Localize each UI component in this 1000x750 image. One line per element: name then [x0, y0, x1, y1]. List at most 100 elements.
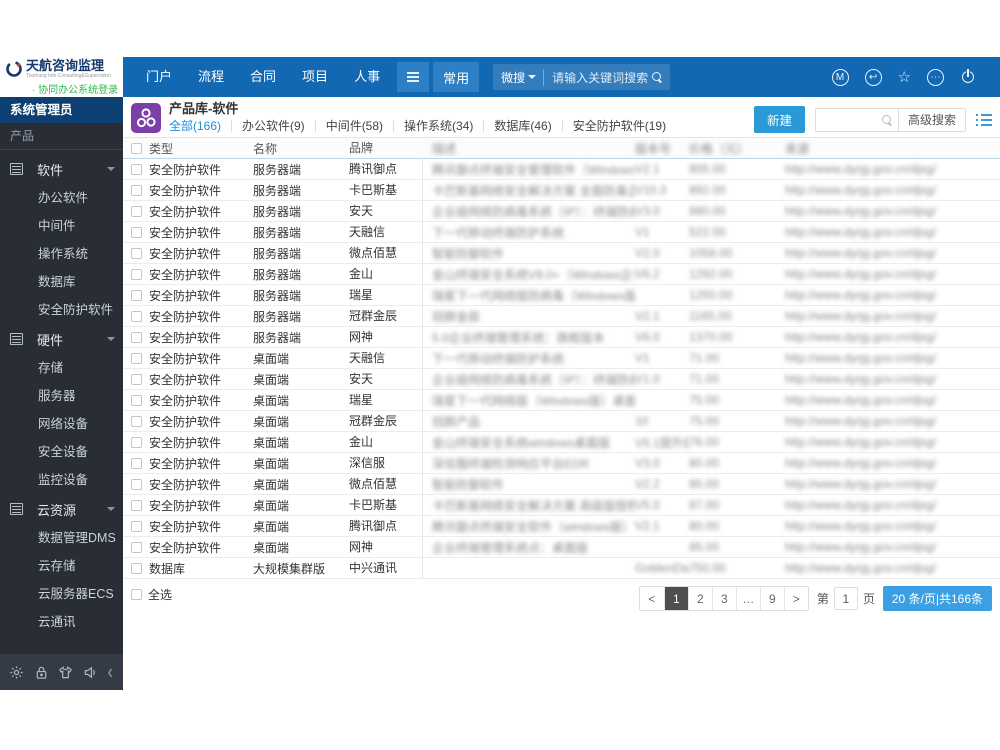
table-row[interactable]: 安全防护软件 桌面端 天融信 下一代移动终端防护系统 V1 71.00 http://www…	[123, 348, 1000, 369]
sidebar-item-云服务器ECS[interactable]: 云服务器ECS	[38, 587, 114, 601]
power-icon[interactable]	[960, 69, 976, 85]
page-button-2[interactable]: 2	[687, 587, 712, 610]
nav-menu-button[interactable]	[397, 62, 430, 92]
table-row[interactable]: 安全防护软件 服务器端 天融信 下一代移动终端防护系统 V1 522.00 http://w…	[123, 222, 1000, 243]
nav-item[interactable]: 人事	[354, 69, 381, 84]
sidebar-group-云资源[interactable]: 云资源	[0, 494, 123, 524]
tab-中间件(58)[interactable]: 中间件(58)	[316, 120, 395, 132]
row-checkbox[interactable]	[130, 184, 142, 196]
row-checkbox[interactable]	[130, 478, 142, 490]
sidebar-group-软件[interactable]: 软件	[0, 154, 123, 184]
new-button[interactable]: 新建	[753, 106, 805, 133]
sidebar-item-安全设备[interactable]: 安全设备	[38, 445, 89, 459]
sidebar-item-网络设备[interactable]: 网络设备	[38, 417, 89, 431]
page-button-1[interactable]: 1	[663, 587, 688, 610]
search-icon[interactable]	[881, 114, 892, 125]
row-checkbox[interactable]	[130, 205, 142, 217]
col-header-name[interactable]: 名称	[253, 141, 278, 156]
table-row[interactable]: 安全防护软件 服务器端 安天 企业级网络防病毒系统（IP）：终端防病毒 V3.0 880.…	[123, 201, 1000, 222]
row-checkbox[interactable]	[130, 226, 142, 238]
sidebar-item-办公软件[interactable]: 办公软件	[38, 191, 89, 205]
m-badge-icon[interactable]: M	[831, 68, 849, 86]
table-row[interactable]: 安全防护软件 桌面端 安天 企业级网络防病毒系统（IP）：终端防病毒 V1.0 71.00…	[123, 369, 1000, 390]
nav-item[interactable]: 合同	[250, 69, 277, 84]
col-header-source[interactable]: 来源	[785, 141, 810, 156]
reply-icon[interactable]: ↩	[864, 68, 882, 86]
table-row[interactable]: 数据库 大规模集群版 中兴通讯 GoldenData s...750.00 http:/…	[123, 558, 1000, 579]
select-all-header-checkbox[interactable]	[130, 142, 142, 154]
row-checkbox[interactable]	[130, 247, 142, 259]
lock-icon[interactable]	[34, 665, 49, 680]
collapse-sidebar-icon[interactable]: ❮	[106, 667, 114, 677]
sidebar-item-存储[interactable]: 存储	[38, 361, 64, 375]
table-row[interactable]: 安全防护软件 桌面端 深信服 深信服终端检测响应平台EDR V3.0 80.00 http:…	[123, 453, 1000, 474]
sidebar-item-数据管理DMS[interactable]: 数据管理DMS	[38, 531, 116, 545]
row-checkbox[interactable]	[130, 520, 142, 532]
row-checkbox[interactable]	[130, 457, 142, 469]
col-header-version[interactable]: 版本号	[635, 141, 672, 156]
tab-安全防护软件(19)[interactable]: 安全防护软件(19)	[572, 119, 667, 133]
next-page-button[interactable]: >	[783, 587, 808, 610]
table-row[interactable]: 安全防护软件 服务器端 冠群金辰 冠群金辰 V2.1 1165.00 http://www.…	[123, 306, 1000, 327]
theme-shirt-icon[interactable]	[58, 665, 73, 680]
search-scope-dropdown[interactable]: 微搜	[501, 68, 545, 86]
global-search[interactable]: 微搜 请输入关键词搜索	[493, 64, 671, 90]
row-checkbox[interactable]	[130, 436, 142, 448]
page-button-…[interactable]: …	[735, 587, 760, 610]
sidebar-item-数据库[interactable]: 数据库	[38, 275, 76, 289]
page-size-info[interactable]: 20 条/页|共166条	[882, 586, 992, 611]
more-ellipsis-icon[interactable]: ⋯	[927, 68, 944, 86]
row-checkbox[interactable]	[130, 310, 142, 322]
row-checkbox[interactable]	[130, 352, 142, 364]
table-row[interactable]: 安全防护软件 服务器端 金山金山终端安全系统V9.0+（Windows企业版）V6.…	[123, 264, 1000, 285]
table-row[interactable]: 安全防护软件 桌面端 腾讯御点腾讯御点终端安全软件（windows版）V2.1V2.…	[123, 516, 1000, 537]
nav-item-active[interactable]: 常用	[433, 62, 480, 92]
sidebar-item-操作系统[interactable]: 操作系统	[38, 247, 89, 261]
sidebar-item-云通讯[interactable]: 云通讯	[38, 615, 76, 629]
page-button-3[interactable]: 3	[711, 587, 736, 610]
row-checkbox[interactable]	[130, 394, 142, 406]
sidebar-item-云存储[interactable]: 云存储	[38, 559, 76, 573]
table-row[interactable]: 安全防护软件 服务器端 微点佰慧 智能防御软件 V2.0 1058.00 http://ww…	[123, 243, 1000, 264]
tab-全部(166)[interactable]: 全部(166)	[169, 120, 233, 132]
table-row[interactable]: 安全防护软件 桌面端 微点佰慧 智能防御软件 V2.2 85.00 http://www.d…	[123, 474, 1000, 495]
settings-gear-icon[interactable]	[9, 665, 24, 680]
row-checkbox[interactable]	[130, 331, 142, 343]
tab-办公软件(9)[interactable]: 办公软件(9)	[232, 120, 316, 132]
row-checkbox[interactable]	[130, 499, 142, 511]
table-row[interactable]: 安全防护软件 服务器端 腾讯御点腾讯御点终端安全管理软件（Windows版）V2.1…	[123, 159, 1000, 180]
advanced-search-button[interactable]: 高级搜索	[897, 108, 965, 131]
sidebar-item-中间件[interactable]: 中间件	[38, 219, 76, 233]
nav-item[interactable]: 流程	[198, 69, 225, 84]
col-header-price[interactable]: 价格（元）	[689, 141, 750, 156]
sidebar-group-硬件[interactable]: 硬件	[0, 324, 123, 354]
prev-page-button[interactable]: <	[639, 587, 664, 610]
search-icon[interactable]	[652, 72, 662, 82]
row-checkbox[interactable]	[130, 163, 142, 175]
favorite-star-icon[interactable]: ☆	[897, 68, 911, 86]
table-row[interactable]: 安全防护软件 桌面端 网神 企业终端管理系统点：桌面版 85.00 http://www.…	[123, 537, 1000, 558]
row-checkbox[interactable]	[130, 562, 142, 574]
row-checkbox[interactable]	[130, 541, 142, 553]
page-jump-input[interactable]: 1	[833, 587, 858, 610]
col-header-desc[interactable]: 描述	[432, 141, 457, 156]
page-button-9[interactable]: 9	[759, 587, 784, 610]
sidebar-item-安全防护软件[interactable]: 安全防护软件	[38, 303, 114, 317]
select-all-checkbox[interactable]	[131, 589, 142, 600]
oa-login-link[interactable]: · 协同办公系统登录	[32, 85, 119, 96]
row-checkbox[interactable]	[130, 415, 142, 427]
tab-数据库(46)[interactable]: 数据库(46)	[484, 120, 563, 132]
row-checkbox[interactable]	[130, 289, 142, 301]
table-row[interactable]: 安全防护软件 桌面端 冠群金辰 冠群产品 10 75.00 http://www.dyrjg…	[123, 411, 1000, 432]
sidebar-item-服务器[interactable]: 服务器	[38, 389, 76, 403]
nav-item[interactable]: 门户	[146, 69, 173, 84]
sound-speaker-icon[interactable]	[83, 665, 98, 680]
nav-item[interactable]: 项目	[302, 69, 329, 84]
table-row[interactable]: 安全防护软件 桌面端 瑞星 瑞星下一代网络版（Windows版）桌面版 75.00 htt…	[123, 390, 1000, 411]
col-header-brand[interactable]: 品牌	[349, 141, 374, 155]
sidebar-item-监控设备[interactable]: 监控设备	[38, 473, 89, 487]
